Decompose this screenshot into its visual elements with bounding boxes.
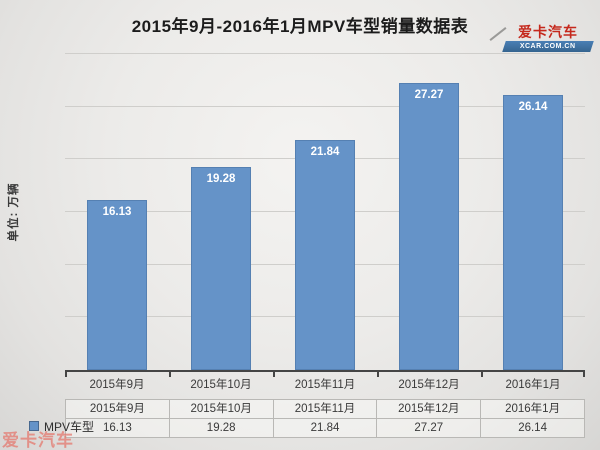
x-axis-label: 2015年9月: [89, 379, 145, 391]
bar: 26.14: [502, 94, 564, 370]
x-axis-tick: [65, 372, 67, 377]
legend: MPV车型: [29, 417, 94, 435]
logo-domain-band: XCAR.COM.CN: [502, 41, 594, 52]
table-header-cell: 2015年10月: [168, 400, 273, 418]
table-value-cell: 21.84: [272, 419, 377, 437]
x-axis-label: 2015年11月: [294, 379, 356, 391]
legend-color-key-icon: [29, 421, 39, 431]
bar-value-label: 26.14: [518, 100, 548, 113]
table-header-cell: 2015年12月: [376, 400, 481, 418]
bar-value-label: 27.27: [414, 88, 444, 101]
bar: 21.84: [294, 139, 356, 370]
bar-value-label: 19.28: [206, 172, 236, 185]
xcar-logo: 爱卡汽车 XCAR.COM.CN: [489, 24, 594, 52]
x-axis-tick: [481, 372, 483, 377]
y-axis-unit-label: 单位: 万辆: [8, 182, 20, 242]
watermark-text: 爱卡汽车: [2, 431, 74, 450]
x-axis-label: 2016年1月: [505, 379, 561, 391]
x-axis-labels: 2015年9月 2015年10月 2015年11月 2015年12月 2016年1月: [65, 374, 585, 396]
table-header-cell: 2015年11月: [272, 400, 377, 418]
gridline: [65, 105, 585, 107]
x-axis-label: 2015年12月: [398, 379, 460, 391]
data-table: 2015年9月 2015年10月 2015年11月 2015年12月 2016年1月 1…: [65, 399, 585, 438]
bar: 19.28: [190, 166, 252, 370]
legend-series-label: MPV车型: [44, 419, 95, 434]
plot-area: 16.13 19.28 21.84 27.27 26.14: [65, 53, 585, 377]
x-axis-label: 2015年10月: [190, 379, 252, 391]
bar-value-label: 21.84: [310, 145, 340, 158]
chart-title: 2015年9月-2016年1月MPV车型销量数据表: [131, 17, 469, 36]
table-header-cell: 2015年9月: [66, 400, 169, 418]
logo-brand-text: 爱卡汽车: [518, 24, 578, 40]
x-axis-tick: [273, 372, 275, 377]
x-axis-tick: [377, 372, 379, 377]
bar: 16.13: [86, 200, 148, 370]
table-value-cell: 27.27: [376, 419, 481, 437]
table-value-cell: 19.28: [168, 419, 273, 437]
x-axis-tick: [583, 372, 585, 377]
data-table-value-row: 16.13 19.28 21.84 27.27 26.14: [66, 418, 584, 437]
gridline: [65, 53, 585, 54]
x-axis-tick: [169, 372, 171, 377]
bar: 27.27: [398, 82, 460, 370]
table-header-cell: 2016年1月: [480, 400, 584, 418]
logo-domain-text: XCAR.COM.CN: [520, 42, 576, 50]
bar-value-label: 16.13: [102, 206, 132, 219]
data-table-header-row: 2015年9月 2015年10月 2015年11月 2015年12月 2016年1月: [66, 400, 584, 418]
table-value-cell: 26.14: [480, 419, 584, 437]
table-value-cell: 16.13: [66, 419, 169, 437]
